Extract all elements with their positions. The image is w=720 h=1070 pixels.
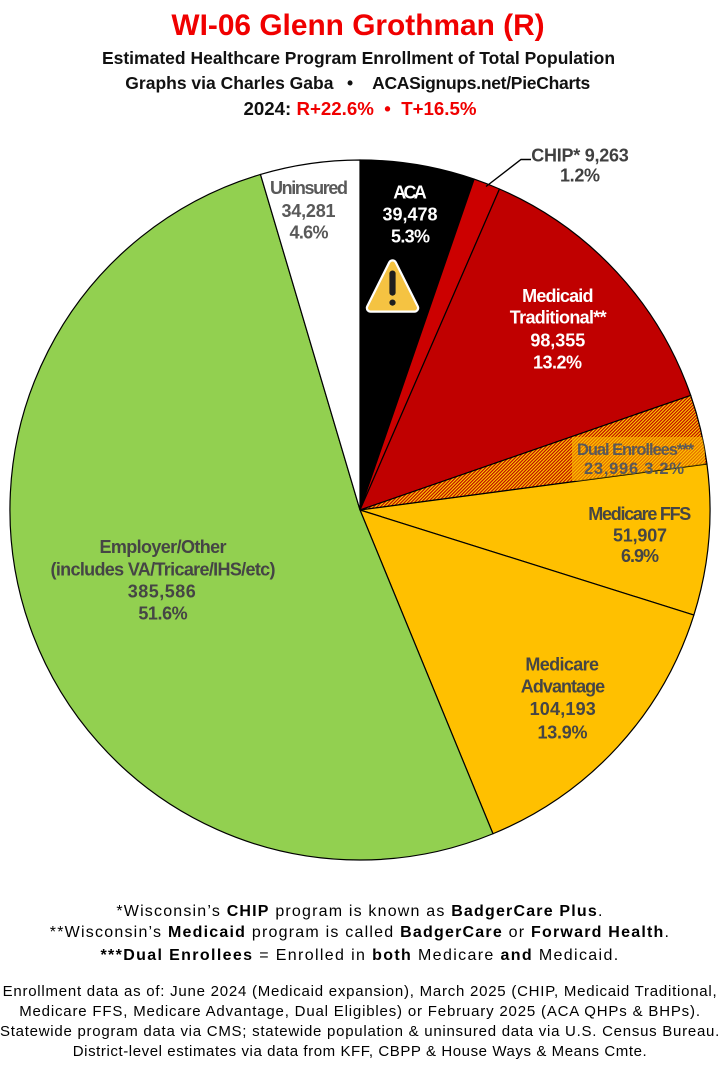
svg-text:Advantage: Advantage	[521, 677, 605, 697]
svg-text:6.9%: 6.9%	[621, 546, 659, 566]
svg-text:23,996 3.2%: 23,996 3.2%	[584, 460, 684, 478]
svg-text:1.2%: 1.2%	[560, 166, 600, 186]
svg-text:CHIP* 9,263: CHIP* 9,263	[531, 145, 629, 165]
svg-text:385,586: 385,586	[128, 582, 196, 602]
svg-text:39,478: 39,478	[383, 205, 438, 225]
svg-text:Employer/Other: Employer/Other	[100, 537, 227, 557]
svg-text:34,281: 34,281	[282, 201, 336, 221]
svg-text:5.3%: 5.3%	[391, 226, 430, 246]
svg-text:Traditional**: Traditional**	[510, 307, 607, 327]
svg-text:13.9%: 13.9%	[538, 723, 588, 743]
svg-text:4.6%: 4.6%	[290, 223, 329, 243]
svg-text:Medicare: Medicare	[525, 654, 599, 674]
svg-text:Medicare FFS: Medicare FFS	[588, 504, 691, 524]
svg-text:(includes VA/Tricare/IHS/etc): (includes VA/Tricare/IHS/etc)	[51, 560, 276, 580]
svg-text:51,907: 51,907	[613, 526, 667, 546]
svg-text:98,355: 98,355	[530, 330, 585, 350]
svg-text:Dual Enrollees***: Dual Enrollees***	[577, 441, 695, 459]
svg-text:Uninsured: Uninsured	[270, 178, 348, 198]
svg-text:13.2%: 13.2%	[533, 352, 582, 372]
svg-text:ACA: ACA	[393, 182, 426, 202]
svg-text:104,193: 104,193	[530, 699, 596, 719]
svg-text:51.6%: 51.6%	[138, 604, 187, 624]
svg-text:Medicaid: Medicaid	[522, 286, 593, 306]
